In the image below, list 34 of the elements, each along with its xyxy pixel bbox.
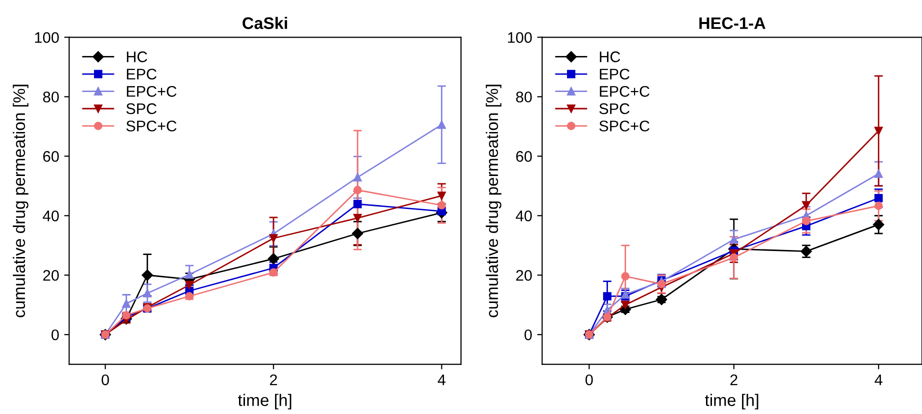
y-tick-label: 20 xyxy=(43,270,59,281)
x-axis-title: time [h] xyxy=(705,394,758,410)
legend-label: EPC xyxy=(126,68,157,80)
x-tick-label: 0 xyxy=(586,374,593,386)
chart-title: CaSki xyxy=(242,16,288,30)
x-tick-label: 4 xyxy=(438,374,446,386)
y-tick-label: 80 xyxy=(516,92,532,102)
y-tick-label: 100 xyxy=(35,32,59,43)
x-tick-label: 2 xyxy=(730,374,738,386)
legend-label: SPC+C xyxy=(599,120,650,132)
y-tick-label: 80 xyxy=(43,92,59,102)
x-tick-label: 0 xyxy=(102,374,109,386)
y-tick-label: 20 xyxy=(516,270,532,281)
legend-label: HC xyxy=(600,51,620,62)
legend-label: HC xyxy=(126,51,148,62)
y-axis-title: cumulative drug permeation [%] xyxy=(486,84,502,318)
y-tick-label: 40 xyxy=(516,210,532,222)
chart-title: HEC-1-A xyxy=(699,17,766,30)
legend-label: EPC+C xyxy=(600,86,650,97)
legend-label: SPC xyxy=(126,103,157,114)
legend-label: EPC xyxy=(600,68,630,80)
x-axis-title: time [h] xyxy=(238,394,292,410)
x-tick-label: 4 xyxy=(874,374,882,386)
y-tick-label: 0 xyxy=(524,329,532,340)
y-tick-label: 0 xyxy=(52,329,59,340)
legend-label: SPC+C xyxy=(126,120,176,132)
y-tick-label: 40 xyxy=(42,210,59,222)
y-tick-label: 60 xyxy=(516,151,532,162)
y-tick-label: 100 xyxy=(508,32,532,43)
legend-label: EPC+C xyxy=(126,86,176,97)
y-tick-label: 60 xyxy=(43,151,59,162)
x-tick-label: 2 xyxy=(270,374,277,386)
legend-label: SPC xyxy=(599,103,630,114)
y-axis-title: cumulative drug permeation [%] xyxy=(12,84,28,318)
